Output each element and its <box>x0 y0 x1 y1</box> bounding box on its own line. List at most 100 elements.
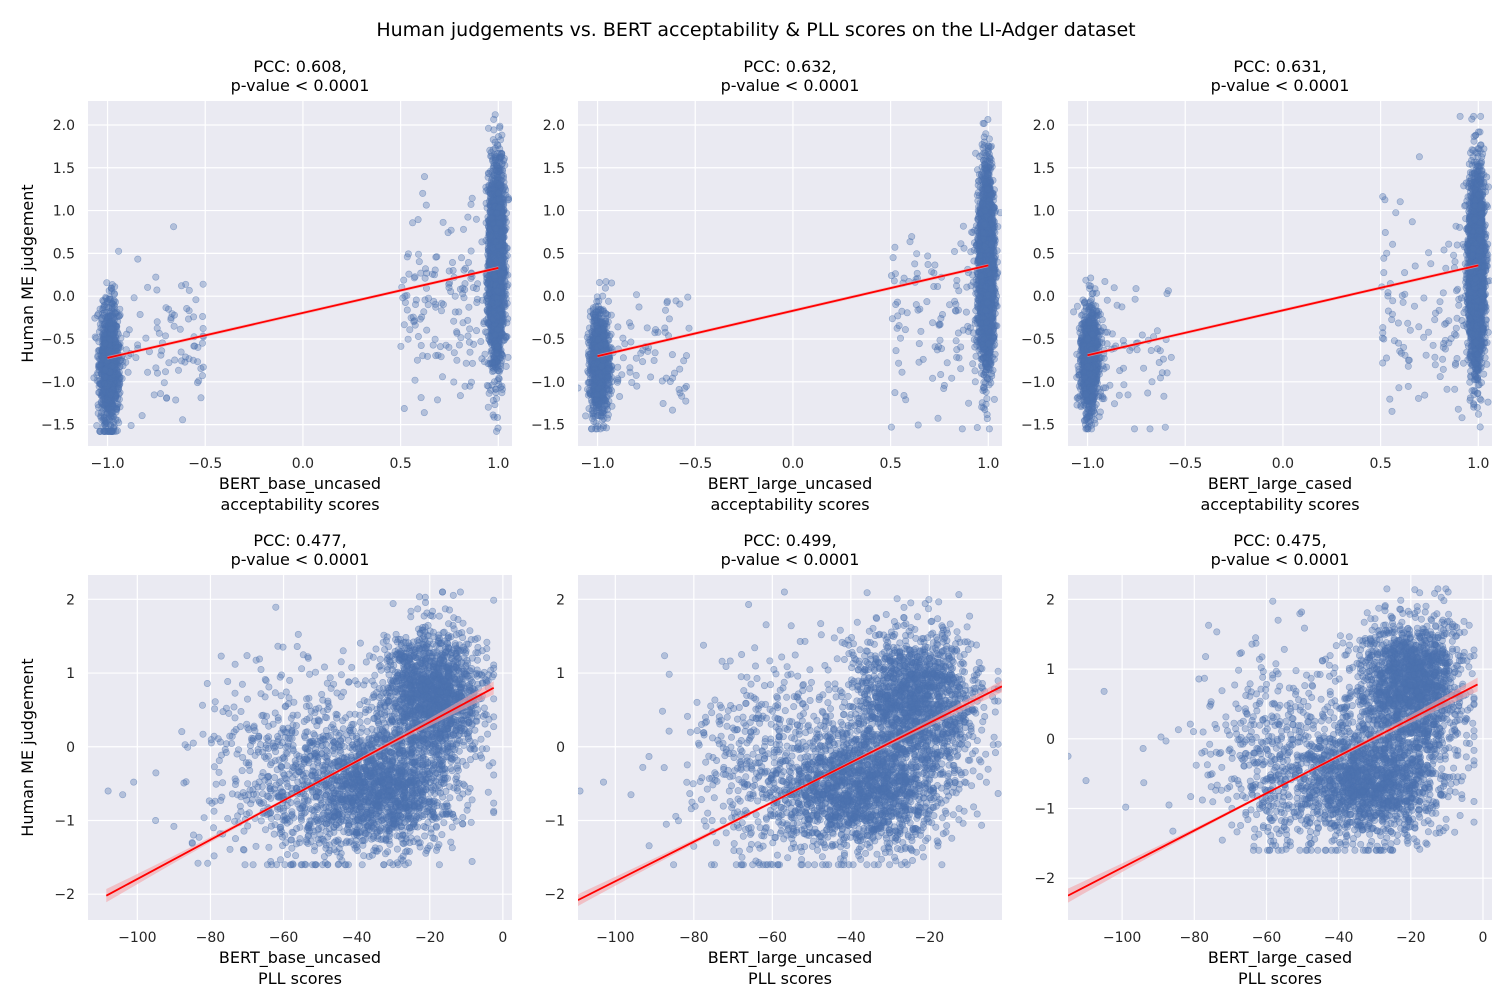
scatter-point <box>410 274 418 282</box>
scatter-point <box>608 402 616 410</box>
scatter-point <box>496 124 504 132</box>
scatter-point <box>491 138 499 146</box>
scatter-point <box>450 349 458 357</box>
scatter-point <box>502 332 510 340</box>
scatter-point <box>417 394 425 402</box>
scatter-point <box>108 362 116 370</box>
scatter-point <box>157 390 165 398</box>
scatter-point <box>112 415 120 423</box>
scatter-point <box>594 384 602 392</box>
scatter-point <box>459 319 467 327</box>
scatter-point <box>607 330 615 338</box>
scatter-point <box>92 334 100 342</box>
scatter-point <box>464 213 472 221</box>
scatter-point <box>498 131 506 139</box>
x-tick-label: 0.0 <box>292 456 314 472</box>
scatter-point <box>484 285 492 293</box>
scatter-point <box>170 322 178 330</box>
scatter-point <box>449 266 457 274</box>
scatter-point <box>153 318 161 326</box>
scatter-point <box>130 294 138 302</box>
scatter-point <box>451 308 459 316</box>
scatter-point <box>439 300 447 308</box>
scatter-point <box>403 306 411 314</box>
scatter-point <box>115 312 123 320</box>
scatter-point <box>445 343 453 351</box>
scatter-point <box>493 349 501 357</box>
scatter-point <box>106 417 114 425</box>
scatter-point <box>457 334 465 342</box>
scatter-point <box>400 276 408 284</box>
scatter-point <box>400 321 408 329</box>
scatter-point <box>598 362 606 370</box>
scatter-point <box>165 359 173 367</box>
scatter-point <box>457 254 465 262</box>
scatter-point <box>439 218 447 226</box>
scatter-point <box>103 297 111 305</box>
scatter-point <box>495 375 503 383</box>
scatter-point <box>93 422 101 430</box>
scatter-point <box>410 318 418 326</box>
scatter-point <box>465 303 473 311</box>
scatter-point <box>461 286 469 294</box>
scatter-point <box>585 369 593 377</box>
scatter-point <box>461 280 469 288</box>
scatter-point <box>502 362 510 370</box>
scatter-point <box>190 313 198 321</box>
scatter-point <box>486 232 494 240</box>
scatter-point <box>110 289 118 297</box>
scatter-point <box>153 286 161 294</box>
scatter-point <box>172 396 180 404</box>
scatter-point <box>485 170 493 178</box>
scatter-point <box>197 364 205 372</box>
scatter-point <box>485 389 493 397</box>
scatter-point <box>585 386 593 394</box>
y-tick-label: −0.5 <box>41 332 75 348</box>
scatter-point <box>154 369 162 377</box>
scatter-point <box>414 216 422 224</box>
x-tick-label: −0.5 <box>188 456 222 472</box>
scatter-point <box>152 273 160 281</box>
scatter-point <box>411 376 419 384</box>
scatter-point <box>116 380 124 388</box>
scatter-point <box>468 359 476 367</box>
scatter-point <box>192 296 200 304</box>
scatter-point <box>455 341 463 349</box>
scatter-point <box>492 385 500 393</box>
scatter-point <box>484 186 492 194</box>
scatter-point <box>467 247 475 255</box>
scatter-point <box>189 356 197 364</box>
scatter-point <box>421 265 429 273</box>
scatter-point <box>399 294 407 302</box>
scatter-point <box>91 333 99 341</box>
scatter-point <box>597 399 605 407</box>
scatter-point <box>438 373 446 381</box>
scatter-point <box>492 427 500 435</box>
scatter-point <box>488 367 496 375</box>
y-tick-label: 1.0 <box>53 204 75 220</box>
scatter-point <box>423 326 431 334</box>
scatter-point <box>97 413 105 421</box>
scatter-point <box>405 270 413 278</box>
y-tick-label: 0.5 <box>53 246 75 262</box>
scatter-point <box>451 292 459 300</box>
scatter-point <box>416 315 424 323</box>
y-tick-label: 1.5 <box>53 161 75 177</box>
scatter-point <box>199 280 207 288</box>
scatter-point <box>464 258 472 266</box>
x-tick-label: 1.0 <box>487 456 509 472</box>
figure-title: Human judgements vs. BERT acceptability … <box>376 19 1135 41</box>
scatter-point <box>433 396 441 404</box>
scatter-point <box>590 360 598 368</box>
scatter-point <box>100 427 108 435</box>
scatter-point <box>493 287 501 295</box>
scatter-point <box>431 266 439 274</box>
scatter-point <box>106 319 114 327</box>
subplot-title: PCC: 0.608, <box>253 57 346 76</box>
scatter-point <box>162 368 170 376</box>
subplot-1: −1.0 −0.5 0.0 0.5 1.0−1.5−1.0−0.50.00.51.01.… <box>18 57 512 514</box>
scatter-point <box>502 218 510 226</box>
scatter-point <box>105 347 113 355</box>
scatter-point <box>493 162 501 170</box>
scatter-point <box>107 325 115 333</box>
